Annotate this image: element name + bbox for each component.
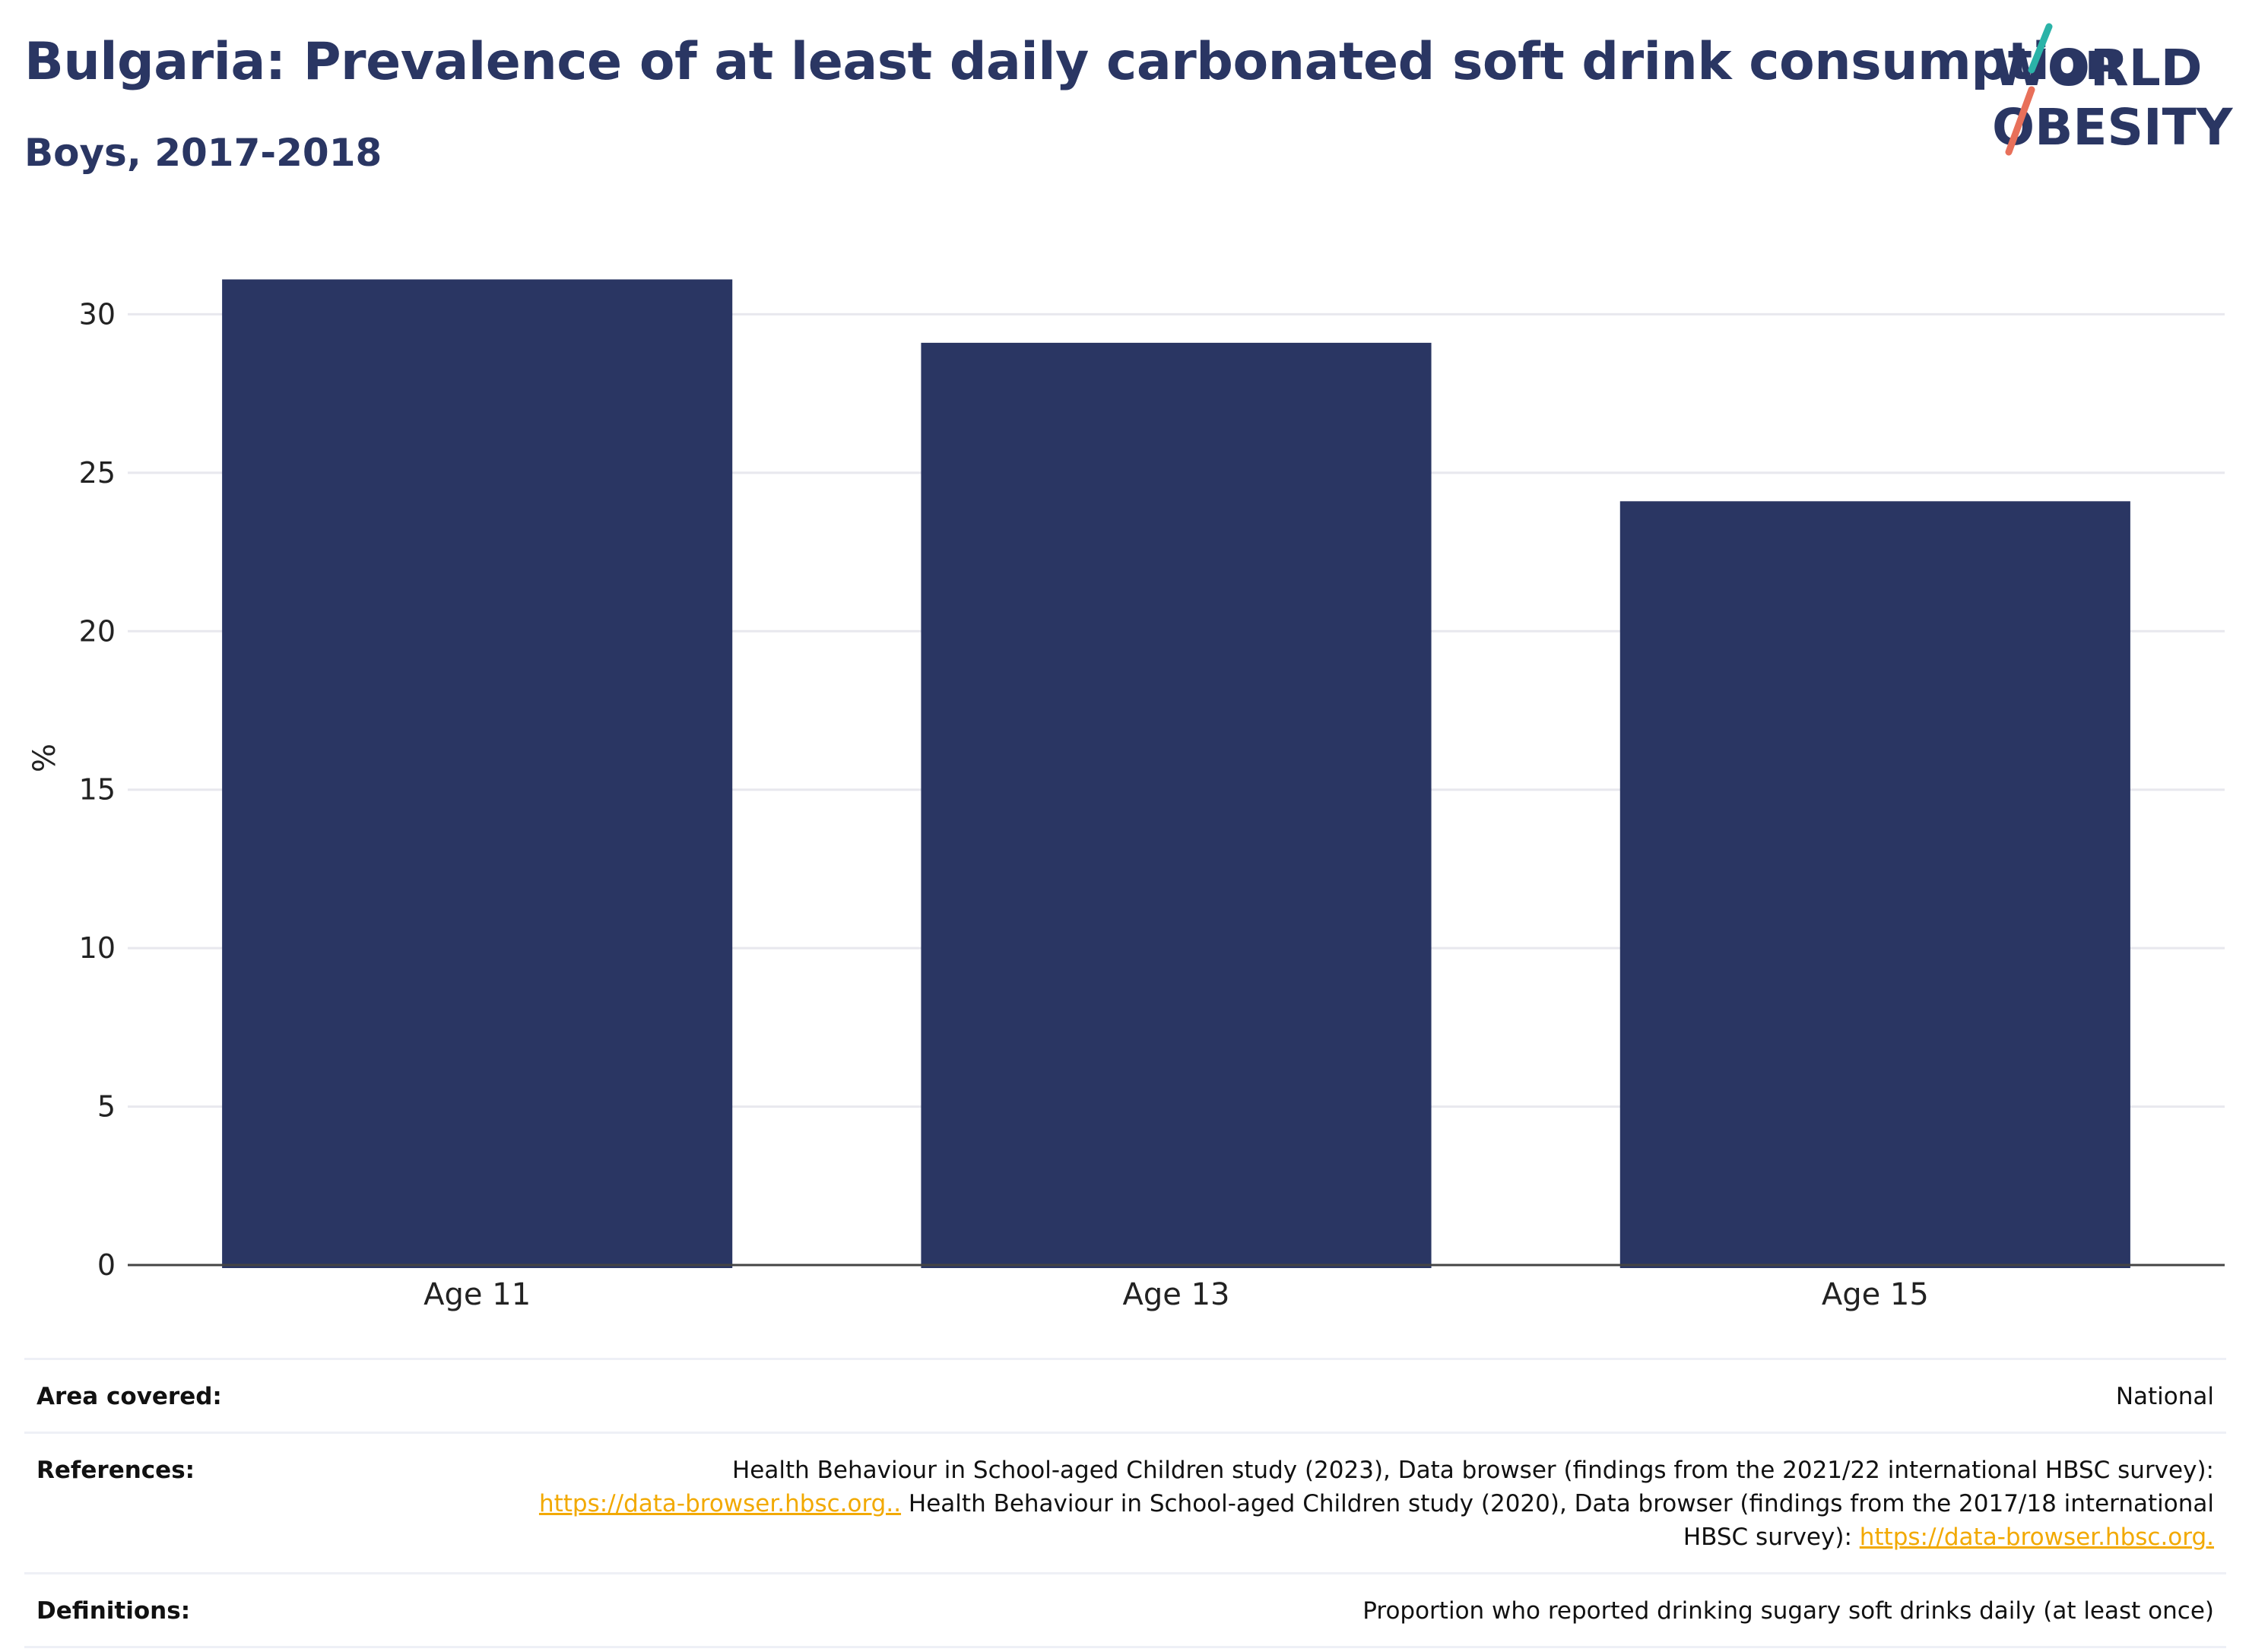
references-row: References: Health Behaviour in School-a… bbox=[24, 1432, 2226, 1572]
y-tick-label: 20 bbox=[79, 614, 116, 648]
references-text-2: Health Behaviour in School-aged Children… bbox=[901, 1490, 2214, 1551]
area-covered-row: Area covered: National bbox=[24, 1358, 2226, 1432]
definitions-label: Definitions: bbox=[36, 1597, 191, 1625]
y-tick-label: 5 bbox=[97, 1090, 116, 1124]
bar bbox=[1619, 501, 2130, 1268]
logo-text-obesity: OBESITY bbox=[1992, 98, 2234, 157]
bar bbox=[222, 279, 733, 1268]
reference-link-2[interactable]: https://data-browser.hbsc.org. bbox=[1859, 1524, 2214, 1551]
references-text-1: Health Behaviour in School-aged Children… bbox=[732, 1457, 2214, 1484]
bar-chart: 0 5 10 15 20 25 30% Age 11 Age 13 Age 15 bbox=[27, 279, 2225, 1312]
bar bbox=[921, 342, 1432, 1268]
logo-text-world: WORLD bbox=[1992, 39, 2203, 97]
y-tick-label: 25 bbox=[79, 456, 116, 490]
info-table: Area covered: National References: Healt… bbox=[24, 1358, 2226, 1648]
area-covered-value: National bbox=[2115, 1383, 2214, 1410]
x-tick-label: Age 15 bbox=[1822, 1277, 1929, 1312]
chart-subtitle: Boys, 2017-2018 bbox=[24, 131, 382, 175]
y-tick-label: 0 bbox=[97, 1248, 116, 1282]
area-covered-label: Area covered: bbox=[36, 1383, 222, 1410]
x-tick-label: Age 13 bbox=[1123, 1277, 1230, 1312]
references-value: Health Behaviour in School-aged Children… bbox=[24, 1434, 2226, 1572]
references-label: References: bbox=[36, 1457, 195, 1484]
x-tick-label: Age 11 bbox=[423, 1277, 531, 1312]
definitions-value: Proportion who reported drinking sugary … bbox=[1362, 1597, 2214, 1625]
y-tick-label: 15 bbox=[79, 773, 116, 807]
chart-title: Bulgaria: Prevalence of at least daily c… bbox=[24, 32, 2121, 92]
definitions-row: Definitions: Proportion who reported dri… bbox=[24, 1572, 2226, 1648]
reference-link-1[interactable]: https://data-browser.hbsc.org.. bbox=[538, 1490, 902, 1517]
y-axis-label: % bbox=[27, 744, 62, 772]
world-obesity-logo: WORLD OBESITY bbox=[1992, 23, 2234, 157]
y-tick-label: 10 bbox=[79, 931, 116, 965]
y-tick-label: 30 bbox=[79, 297, 116, 331]
